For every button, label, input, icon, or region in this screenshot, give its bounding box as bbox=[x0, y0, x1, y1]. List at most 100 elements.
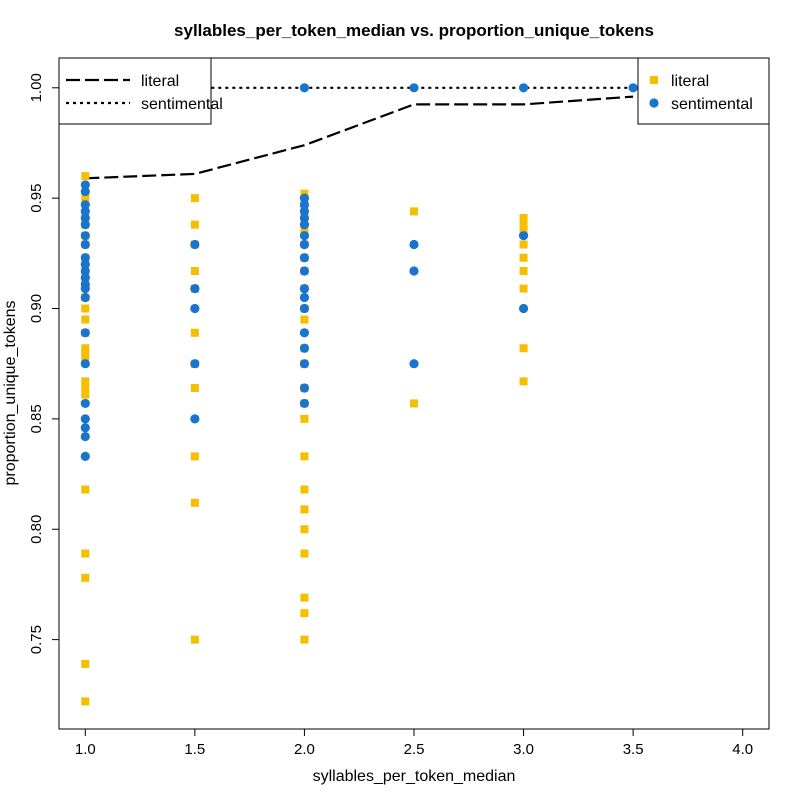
point-literal-10 bbox=[81, 304, 90, 313]
marker-legend: literal sentimental bbox=[637, 57, 770, 125]
x-axis-label: syllables_per_token_median bbox=[313, 768, 516, 785]
point-literal-63 bbox=[519, 240, 528, 249]
point-literal-27 bbox=[190, 266, 199, 275]
point-sentimental-41 bbox=[299, 343, 310, 353]
point-literal-52 bbox=[300, 505, 309, 514]
point-literal-17 bbox=[81, 383, 90, 392]
plot-frame bbox=[58, 57, 770, 730]
point-literal-34 bbox=[190, 635, 199, 644]
point-sentimental-35 bbox=[299, 253, 310, 263]
point-literal-24 bbox=[190, 194, 199, 203]
point-literal-49 bbox=[300, 414, 309, 423]
point-sentimental-40 bbox=[299, 328, 310, 338]
point-sentimental-52 bbox=[628, 83, 638, 93]
point-sentimental-50 bbox=[518, 231, 529, 241]
point-literal-66 bbox=[519, 284, 528, 293]
point-literal-18 bbox=[81, 390, 90, 399]
point-literal-20 bbox=[81, 549, 90, 558]
point-literal-13 bbox=[81, 344, 90, 353]
point-literal-67 bbox=[519, 344, 528, 353]
point-sentimental-38 bbox=[299, 292, 310, 303]
point-sentimental-23 bbox=[190, 284, 200, 294]
point-literal-19 bbox=[81, 485, 90, 494]
y-tick-label-5: 1.00 bbox=[28, 73, 45, 102]
point-sentimental-34 bbox=[299, 239, 310, 250]
y-axis: 0.75 0.80 0.85 0.90 0.95 1.00 bbox=[28, 73, 59, 654]
line-literal bbox=[85, 95, 634, 180]
point-sentimental-51 bbox=[518, 303, 529, 314]
point-literal-51 bbox=[300, 485, 309, 494]
point-literal-0 bbox=[81, 172, 90, 181]
legend-marker-literal-label: literal bbox=[671, 73, 709, 90]
point-sentimental-36 bbox=[299, 266, 310, 276]
point-sentimental-1 bbox=[80, 186, 90, 197]
point-sentimental-20 bbox=[80, 431, 90, 442]
point-sentimental-44 bbox=[299, 398, 310, 409]
point-sentimental-6 bbox=[80, 231, 90, 241]
x-tick-label-0: 1.0 bbox=[75, 741, 96, 758]
point-literal-14 bbox=[81, 348, 90, 357]
point-literal-23 bbox=[81, 697, 90, 706]
point-sentimental-25 bbox=[190, 359, 200, 369]
point-literal-44 bbox=[300, 315, 309, 324]
x-tick-label-5: 3.5 bbox=[623, 741, 644, 758]
point-literal-1 bbox=[81, 194, 90, 203]
point-sentimental-13 bbox=[80, 284, 90, 294]
point-sentimental-14 bbox=[80, 292, 90, 303]
point-literal-68 bbox=[519, 377, 528, 386]
point-sentimental-43 bbox=[299, 383, 310, 393]
point-sentimental-47 bbox=[409, 266, 419, 276]
point-sentimental-16 bbox=[80, 359, 90, 369]
point-sentimental-48 bbox=[409, 359, 419, 369]
point-literal-33 bbox=[190, 498, 199, 507]
point-sentimental-8 bbox=[80, 253, 90, 263]
point-literal-55 bbox=[300, 593, 309, 602]
point-literal-11 bbox=[81, 315, 90, 324]
x-tick-label-3: 2.5 bbox=[404, 741, 425, 758]
y-axis-label: proportion_unique_tokens bbox=[2, 300, 19, 485]
point-literal-60 bbox=[519, 214, 528, 223]
plot-area bbox=[80, 83, 638, 706]
point-literal-59 bbox=[410, 399, 418, 408]
point-sentimental-42 bbox=[299, 359, 310, 369]
legend-line-sentimental-label: sentimental bbox=[141, 96, 223, 113]
y-tick-label-3: 0.90 bbox=[28, 294, 45, 323]
x-axis: 1.0 1.5 2.0 2.5 3.0 3.5 4.0 bbox=[75, 729, 753, 758]
point-sentimental-27 bbox=[299, 83, 310, 93]
point-sentimental-18 bbox=[80, 414, 90, 424]
y-tick-label-4: 0.95 bbox=[28, 184, 45, 213]
point-literal-56 bbox=[300, 609, 309, 618]
point-sentimental-33 bbox=[299, 231, 310, 241]
point-sentimental-30 bbox=[299, 206, 310, 217]
point-literal-64 bbox=[519, 253, 528, 262]
x-tick-label-1: 1.5 bbox=[184, 741, 205, 758]
point-sentimental-31 bbox=[299, 213, 310, 223]
point-literal-65 bbox=[519, 266, 528, 275]
point-literal-16 bbox=[81, 377, 90, 386]
point-sentimental-21 bbox=[80, 451, 90, 462]
marker-legend-box bbox=[637, 57, 770, 125]
legend-marker-sentimental-label: sentimental bbox=[671, 96, 753, 113]
point-sentimental-37 bbox=[299, 284, 310, 294]
point-sentimental-3 bbox=[80, 206, 90, 217]
point-literal-57 bbox=[300, 635, 309, 644]
chart-title: syllables_per_token_median vs. proportio… bbox=[174, 21, 654, 40]
point-literal-54 bbox=[300, 549, 309, 558]
y-tick-label-1: 0.80 bbox=[28, 515, 45, 544]
point-literal-25 bbox=[190, 220, 199, 229]
point-sentimental-28 bbox=[299, 193, 310, 203]
point-literal-22 bbox=[81, 659, 90, 668]
point-sentimental-29 bbox=[299, 200, 310, 210]
point-literal-53 bbox=[300, 525, 309, 534]
point-sentimental-24 bbox=[190, 303, 200, 314]
point-sentimental-10 bbox=[80, 266, 90, 276]
line-legend: literal sentimental bbox=[58, 57, 223, 125]
point-literal-58 bbox=[410, 207, 418, 216]
point-literal-50 bbox=[300, 452, 309, 461]
point-sentimental-15 bbox=[80, 328, 90, 338]
point-sentimental-17 bbox=[80, 398, 90, 409]
point-sentimental-4 bbox=[80, 213, 90, 223]
x-tick-label-6: 4.0 bbox=[732, 741, 753, 758]
point-sentimental-9 bbox=[80, 259, 90, 269]
